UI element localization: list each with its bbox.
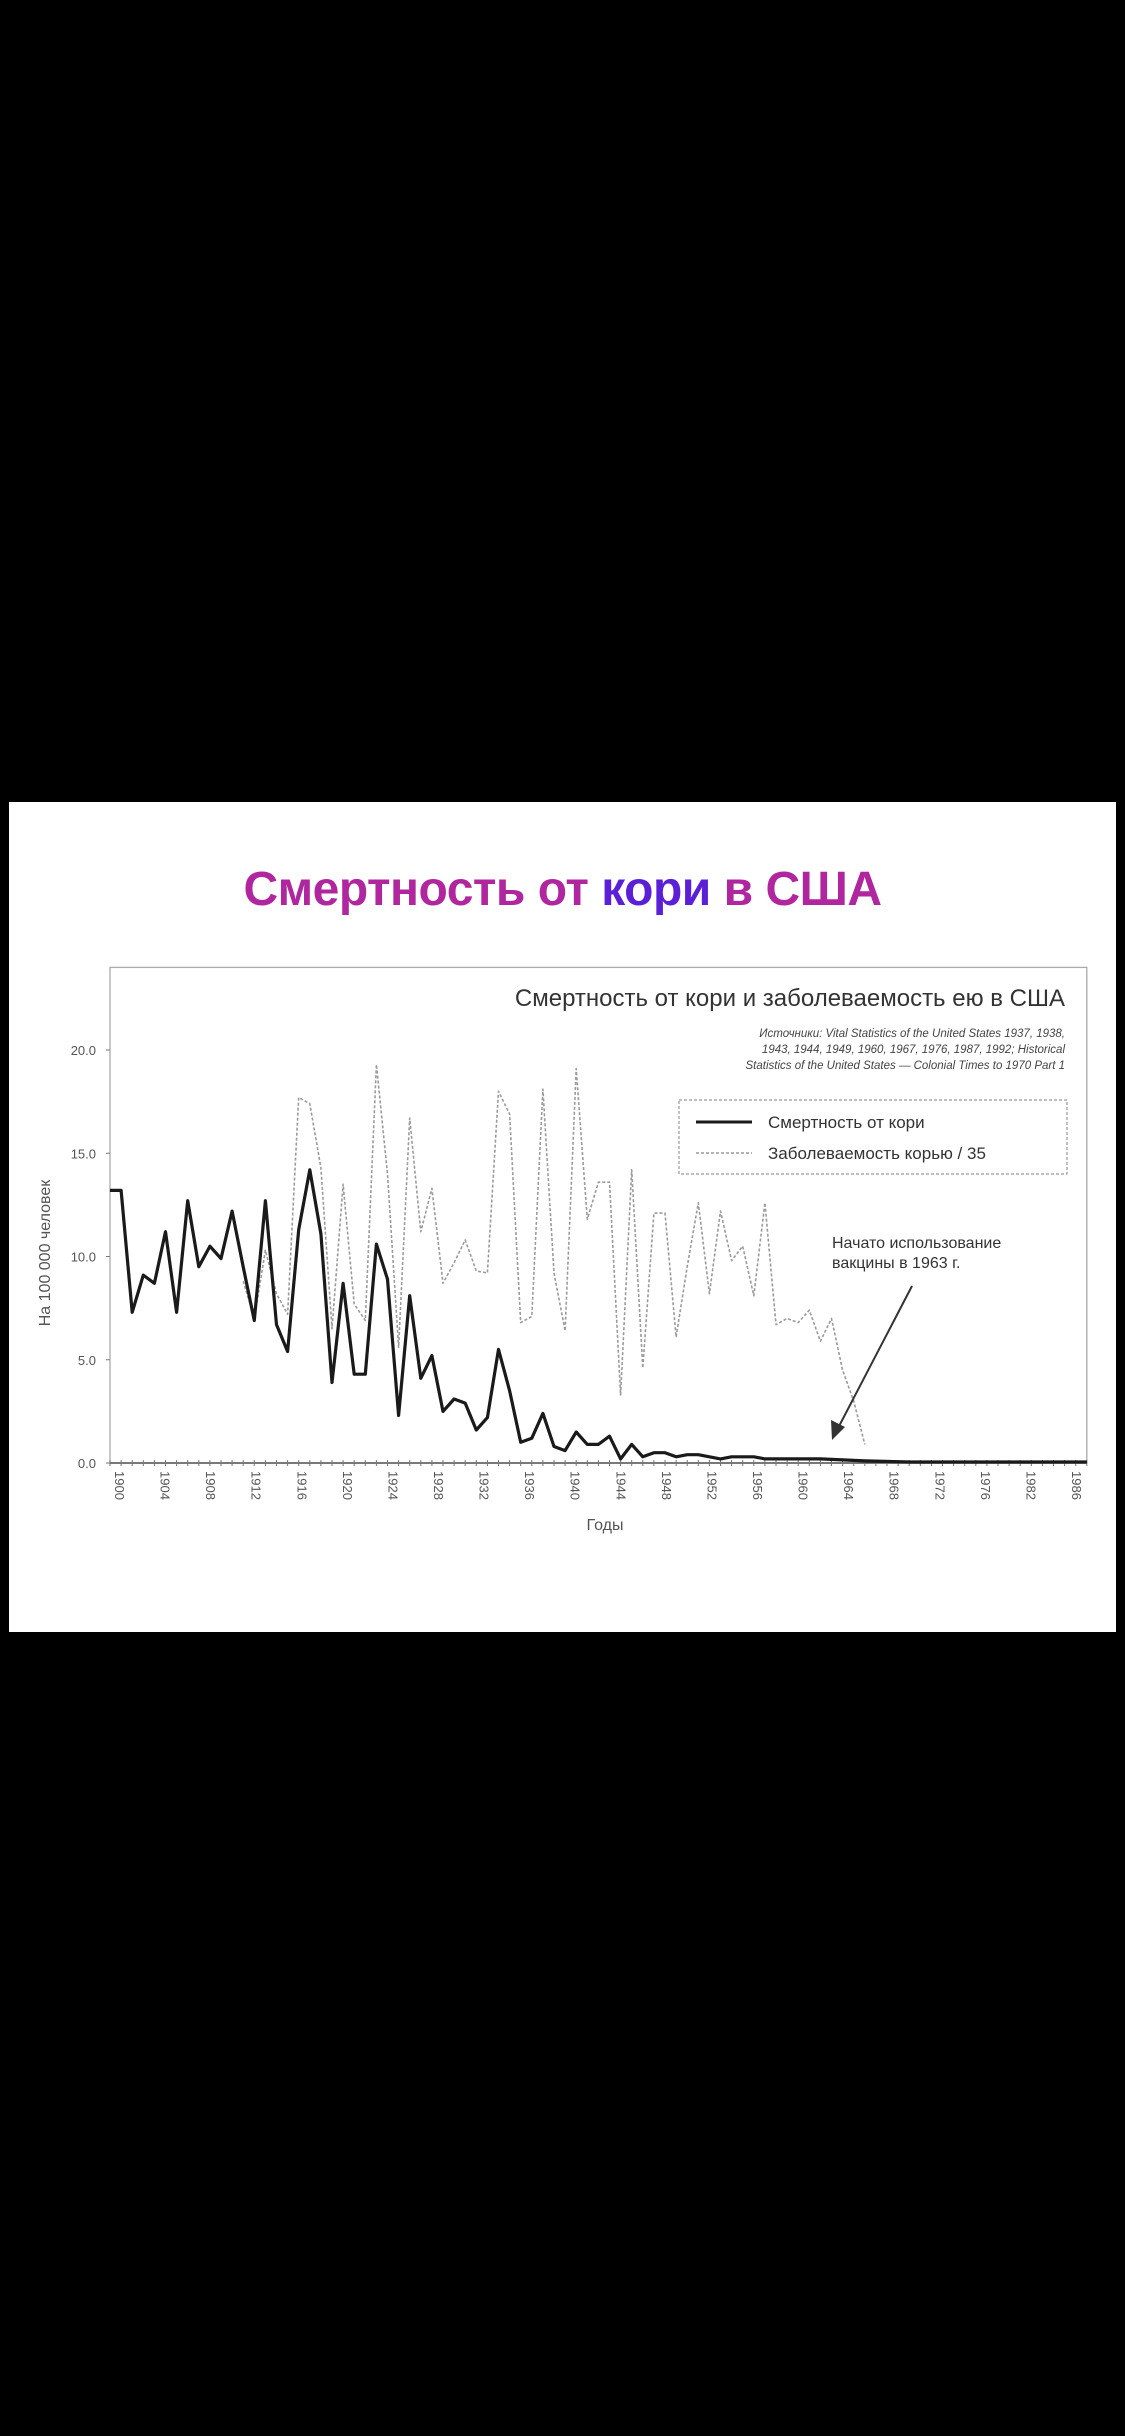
x-tick-label: 1912 [249,1471,264,1500]
plot-frame [109,966,1088,1464]
axes: 0.0 5.0 10.0 15.0 20.0 1900 1904 1908 1912 1916 19… [71,966,1088,1500]
y-axis-label: На 100 000 человек [37,1179,54,1327]
annotation-line: вакцины в 1963 г. [832,1255,960,1272]
series-line-incidence [242,1063,866,1445]
x-tick-label: 1924 [385,1471,400,1500]
x-tick-label: 1948 [659,1471,674,1500]
x-tick-label: 1986 [1069,1471,1084,1500]
annotation-arrow [831,1285,913,1440]
x-tick-label: 1904 [158,1471,173,1500]
y-tick-label: 20.0 [71,1043,96,1058]
x-axis-label: Годы [587,1517,624,1534]
chart-title: Смертность от кори и заболеваемость ею в… [515,985,1065,1012]
x-tick-label: 1916 [294,1471,309,1500]
title-part: Смертность от [243,863,602,916]
x-tick-label: 1982 [1023,1471,1038,1500]
title-part: в США [710,863,882,916]
y-tick-label: 15.0 [71,1146,96,1161]
legend-label: Смертность от кори [768,1113,925,1132]
slide-title: Смертность от кори в США [9,862,1116,917]
y-tick-label: 0.0 [78,1456,96,1471]
x-tick-label: 1932 [477,1471,492,1500]
x-tick-label: 1960 [796,1471,811,1500]
x-tick-label: 1900 [112,1471,127,1500]
x-tick-label: 1964 [841,1471,856,1500]
slide: Смертность от кори в США [9,802,1116,1632]
source-line: Statistics of the United States — Coloni… [746,1060,1066,1072]
title-highlight: кори [601,863,711,916]
x-tick-label: 1940 [568,1471,583,1500]
y-tick-label: 10.0 [71,1250,96,1265]
x-tick-label: 1908 [203,1471,218,1500]
x-tick-label: 1920 [340,1471,355,1500]
x-tick-label: 1952 [704,1471,719,1500]
series-group [109,1063,1087,1464]
x-tick-label: 1936 [522,1471,537,1500]
source-line: Источники: Vital Statistics of the Unite… [759,1028,1065,1040]
x-tick-label: 1928 [431,1471,446,1500]
y-tick-label: 5.0 [78,1353,96,1368]
annotation-line: Начато использование [832,1235,1001,1252]
legend: Смертность от кори Заболеваемость корью … [678,1099,1068,1175]
x-tick-label: 1956 [750,1471,765,1500]
x-tick-label: 1976 [978,1471,993,1500]
x-tick-label: 1944 [613,1471,628,1500]
legend-box [678,1099,1068,1175]
source-line: 1943, 1944, 1949, 1960, 1967, 1976, 1987… [762,1044,1066,1056]
x-tick-label: 1968 [887,1471,902,1500]
x-tick-label: 1972 [932,1471,947,1500]
series-line-deaths [110,1168,1087,1464]
legend-label: Заболеваемость корью / 35 [768,1144,986,1163]
